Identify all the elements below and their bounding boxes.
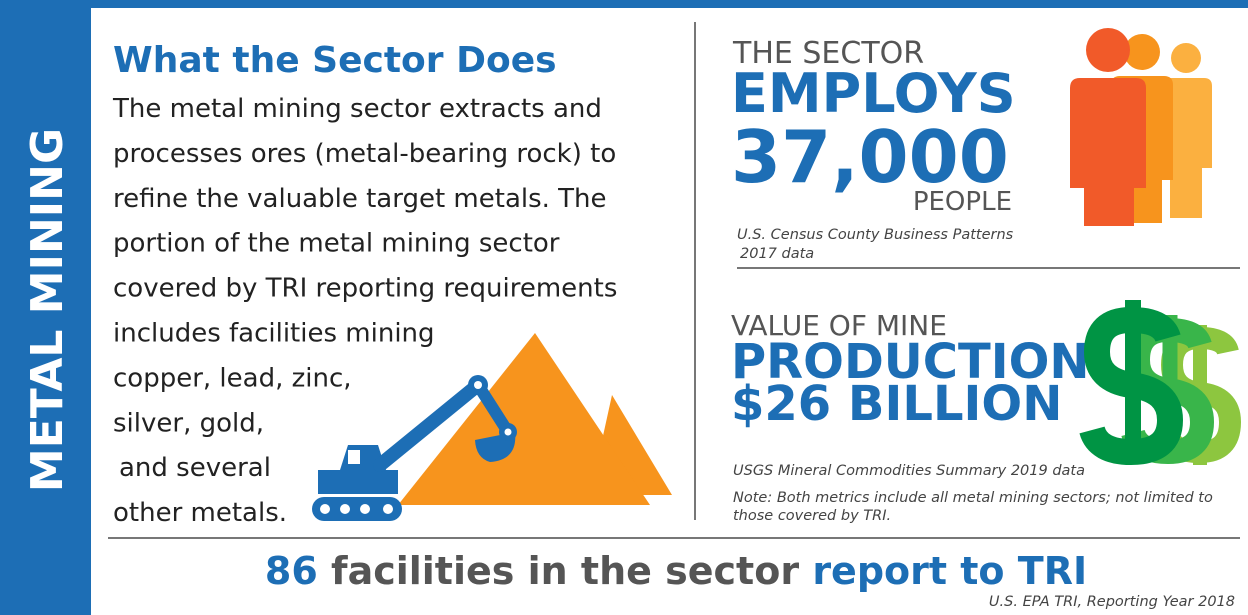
paragraph-line: covered by TRI reporting requirements — [113, 274, 617, 304]
paragraph-line: includes facilities mining — [113, 319, 435, 349]
people-icon — [1070, 28, 1212, 226]
sidebar-title: METAL MINING — [22, 128, 73, 492]
dollar-icon — [1092, 300, 1230, 465]
note: Note: Both metrics include all metal min… — [733, 490, 1213, 506]
footer-middle: facilities in the sector — [331, 549, 799, 593]
paragraph-line: processes ores (metal-bearing rock) to — [113, 139, 616, 169]
heading: What the Sector Does — [113, 40, 557, 81]
source: U.S. EPA TRI, Reporting Year 2018 — [989, 594, 1235, 610]
infographic: METAL MINING What the Sector Does The me… — [0, 0, 1248, 615]
paragraph-line: refine the valuable target metals. The — [113, 184, 607, 214]
production-amount: $26 BILLION — [731, 376, 1062, 432]
footer-end: report to TRI — [812, 549, 1087, 593]
paragraph-line: The metal mining sector extracts and — [112, 94, 602, 124]
source: U.S. Census County Business Patterns — [737, 227, 1014, 243]
paragraph-line: portion of the metal mining sector — [113, 229, 560, 259]
paragraph-line: silver, gold, — [113, 408, 264, 438]
paragraph-line: and several — [119, 453, 271, 483]
footer-sentence: 86 facilities in the sector report to TR… — [265, 549, 1087, 593]
note: those covered by TRI. — [733, 508, 891, 524]
paragraph-line: other metals. — [113, 498, 287, 528]
employment-unit: PEOPLE — [913, 187, 1012, 217]
top-bar — [0, 0, 1248, 8]
facility-count: 86 — [265, 549, 318, 593]
source: 2017 data — [740, 246, 814, 262]
paragraph-line: copper, lead, zinc, — [113, 363, 352, 393]
source: USGS Mineral Commodities Summary 2019 da… — [733, 463, 1085, 479]
